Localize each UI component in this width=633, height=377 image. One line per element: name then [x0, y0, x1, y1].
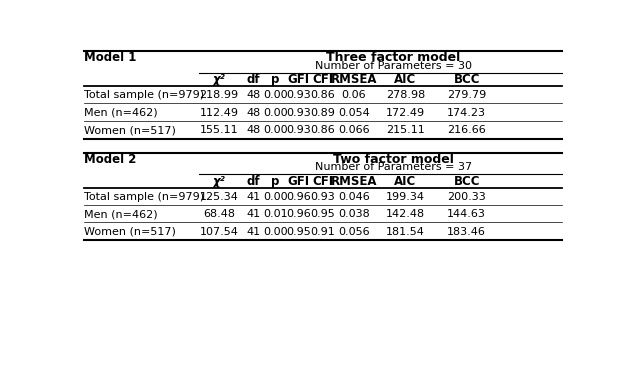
Text: 41: 41: [246, 192, 260, 202]
Text: df: df: [246, 73, 260, 86]
Text: 48: 48: [246, 107, 260, 118]
Text: 216.66: 216.66: [448, 125, 486, 135]
Text: 0.86: 0.86: [310, 90, 335, 100]
Text: 0.89: 0.89: [310, 107, 335, 118]
Text: 0.00: 0.00: [263, 90, 287, 100]
Text: 0.00: 0.00: [263, 192, 287, 202]
Text: Women (n=517): Women (n=517): [84, 227, 176, 237]
Text: 0.00: 0.00: [263, 125, 287, 135]
Text: 0.93: 0.93: [310, 192, 335, 202]
Text: 0.95: 0.95: [310, 209, 335, 219]
Text: Model 1: Model 1: [84, 51, 136, 64]
Text: 0.00: 0.00: [263, 107, 287, 118]
Text: 183.46: 183.46: [448, 227, 486, 237]
Text: AIC: AIC: [394, 175, 417, 188]
Text: 48: 48: [246, 90, 260, 100]
Text: p: p: [271, 73, 280, 86]
Text: 0.056: 0.056: [338, 227, 370, 237]
Text: p: p: [271, 175, 280, 188]
Text: 125.34: 125.34: [199, 192, 239, 202]
Text: χ²: χ²: [213, 175, 225, 188]
Text: CFI: CFI: [312, 73, 333, 86]
Text: 200.33: 200.33: [448, 192, 486, 202]
Text: 0.93: 0.93: [287, 107, 311, 118]
Text: 0.054: 0.054: [338, 107, 370, 118]
Text: GFI: GFI: [288, 175, 310, 188]
Text: 41: 41: [246, 209, 260, 219]
Text: 0.86: 0.86: [310, 125, 335, 135]
Text: RMSEA: RMSEA: [330, 175, 377, 188]
Text: 0.01: 0.01: [263, 209, 287, 219]
Text: 0.96: 0.96: [287, 192, 311, 202]
Text: 68.48: 68.48: [203, 209, 235, 219]
Text: AIC: AIC: [394, 73, 417, 86]
Text: 112.49: 112.49: [199, 107, 239, 118]
Text: 107.54: 107.54: [199, 227, 239, 237]
Text: Number of Parameters = 37: Number of Parameters = 37: [315, 162, 472, 172]
Text: 0.06: 0.06: [342, 90, 366, 100]
Text: 0.96: 0.96: [287, 209, 311, 219]
Text: Men (n=462): Men (n=462): [84, 107, 158, 118]
Text: 0.91: 0.91: [310, 227, 335, 237]
Text: Women (n=517): Women (n=517): [84, 125, 176, 135]
Text: 218.99: 218.99: [199, 90, 239, 100]
Text: 174.23: 174.23: [447, 107, 486, 118]
Text: 41: 41: [246, 227, 260, 237]
Text: BCC: BCC: [453, 175, 480, 188]
Text: Model 2: Model 2: [84, 153, 136, 166]
Text: CFI: CFI: [312, 175, 333, 188]
Text: χ²: χ²: [213, 73, 225, 86]
Text: BCC: BCC: [453, 73, 480, 86]
Text: Men (n=462): Men (n=462): [84, 209, 158, 219]
Text: 0.038: 0.038: [338, 209, 370, 219]
Text: 172.49: 172.49: [385, 107, 425, 118]
Text: 279.79: 279.79: [447, 90, 486, 100]
Text: 155.11: 155.11: [199, 125, 238, 135]
Text: 0.00: 0.00: [263, 227, 287, 237]
Text: 0.046: 0.046: [338, 192, 370, 202]
Text: 0.066: 0.066: [338, 125, 370, 135]
Text: RMSEA: RMSEA: [330, 73, 377, 86]
Text: Three factor model: Three factor model: [326, 51, 460, 64]
Text: 181.54: 181.54: [386, 227, 425, 237]
Text: 144.63: 144.63: [448, 209, 486, 219]
Text: 215.11: 215.11: [386, 125, 425, 135]
Text: df: df: [246, 175, 260, 188]
Text: 0.95: 0.95: [287, 227, 311, 237]
Text: 48: 48: [246, 125, 260, 135]
Text: Number of Parameters = 30: Number of Parameters = 30: [315, 61, 472, 70]
Text: 0.93: 0.93: [287, 125, 311, 135]
Text: Total sample (n=979): Total sample (n=979): [84, 90, 204, 100]
Text: Total sample (n=979): Total sample (n=979): [84, 192, 204, 202]
Text: 0.93: 0.93: [287, 90, 311, 100]
Text: GFI: GFI: [288, 73, 310, 86]
Text: 199.34: 199.34: [386, 192, 425, 202]
Text: 278.98: 278.98: [385, 90, 425, 100]
Text: 142.48: 142.48: [385, 209, 425, 219]
Text: Two factor model: Two factor model: [333, 153, 453, 166]
